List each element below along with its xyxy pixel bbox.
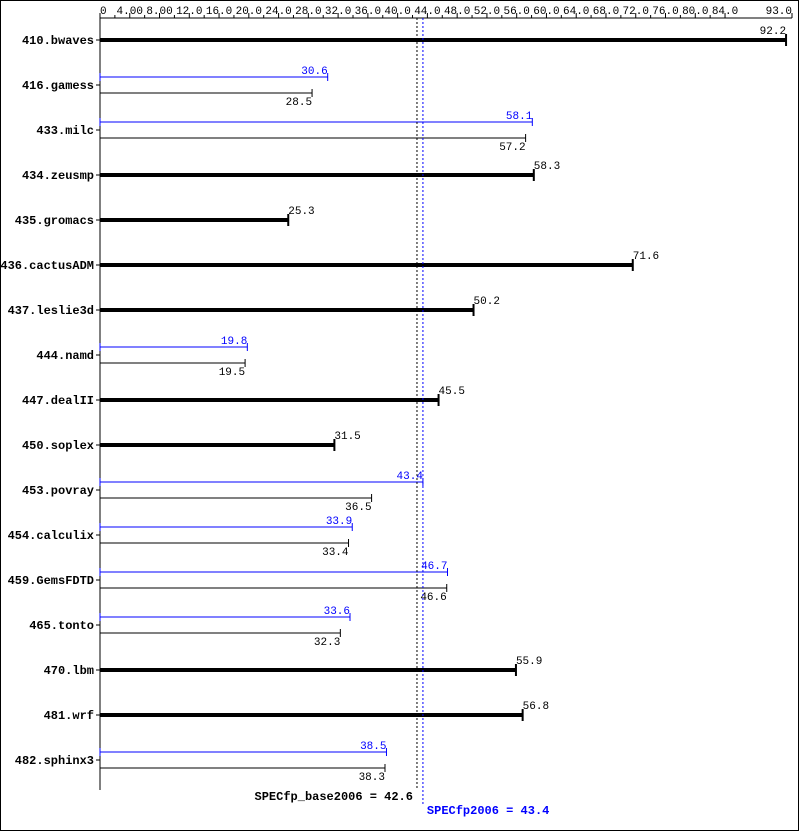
axis-tick-label: 20.0 [236,6,262,18]
axis-tick-label: 52.0 [474,6,500,18]
benchmark-label: 465.tonto [29,619,94,633]
benchmark-label: 453.povray [22,484,94,498]
benchmark-label: 450.soplex [22,439,94,453]
value-label-peak: 38.5 [360,741,386,753]
value-label-peak: 58.1 [506,111,533,123]
axis-tick-label: 93.0 [766,6,792,18]
footer-base-label: SPECfp_base2006 = 42.6 [255,790,413,804]
axis-tick-label: 36.0 [355,6,381,18]
value-label-peak: 33.9 [326,516,352,528]
value-label-base: 58.3 [534,161,560,173]
axis-tick-label: 48.0 [444,6,470,18]
benchmark-label: 447.dealII [22,394,94,408]
axis-tick-label: 56.0 [503,6,529,18]
benchmark-label: 454.calculix [8,529,94,543]
axis-tick-label: 80.0 [682,6,708,18]
spec-chart: 0 4.008.00 12.0 16.0 20.024.0 28.0 32.0 36.040.… [0,0,799,831]
benchmark-label: 481.wrf [44,709,94,723]
value-label-base: 55.9 [516,656,542,668]
value-label-base: 32.3 [314,637,340,649]
value-label-base: 19.5 [219,367,245,379]
axis-tick-label: 16.0 [206,6,232,18]
axis-tick-label: 60.0 [533,6,559,18]
value-label-base: 92.2 [760,26,786,38]
value-label-peak: 46.7 [421,561,447,573]
axis-tick-label: 32.0 [325,6,351,18]
value-label-peak: 30.6 [301,66,327,78]
benchmark-label: 470.lbm [44,664,94,678]
benchmark-label: 434.zeusmp [22,169,94,183]
benchmark-label: 416.gamess [22,79,94,93]
axis-tick-label: 8.00 [146,6,172,18]
value-label-base: 45.5 [439,386,465,398]
benchmark-label: 482.sphinx3 [15,754,94,768]
footer-peak-label: SPECfp2006 = 43.4 [427,804,549,818]
value-label-peak: 19.8 [221,336,247,348]
value-label-peak: 33.6 [324,606,350,618]
value-label-base: 38.3 [359,772,385,784]
value-label-base: 50.2 [474,296,500,308]
axis-tick-label: 4.00 [117,6,143,18]
axis-tick-label: 68.0 [593,6,619,18]
value-label-peak: 43.4 [397,471,424,483]
value-label-base: 28.5 [286,97,312,109]
axis-tick-label: 64.0 [563,6,589,18]
value-label-base: 46.6 [420,592,446,604]
value-label-base: 25.3 [288,206,314,218]
axis-tick-label: 44.0 [414,6,440,18]
value-label-base: 36.5 [345,502,371,514]
benchmark-label: 435.gromacs [15,214,94,228]
benchmark-label: 433.milc [36,124,94,138]
benchmark-label: 444.namd [36,349,94,363]
value-label-base: 56.8 [523,701,549,713]
benchmark-label: 437.leslie3d [8,304,94,318]
axis-tick-label: 84.0 [712,6,738,18]
value-label-base: 57.2 [499,142,525,154]
axis-tick-label: 72.0 [623,6,649,18]
benchmark-label: 436.cactusADM [0,259,94,273]
benchmark-label: 459.GemsFDTD [8,574,94,588]
axis-tick-label: 12.0 [176,6,202,18]
benchmark-label: 410.bwaves [22,34,94,48]
axis-tick-label: 28.0 [295,6,321,18]
value-label-base: 33.4 [322,547,349,559]
value-label-base: 31.5 [334,431,360,443]
value-label-base: 71.6 [633,251,659,263]
axis-tick-label: 0 [100,6,107,18]
axis-tick-label: 40.0 [384,6,410,18]
axis-tick-label: 24.0 [265,6,291,18]
axis-tick-label: 76.0 [652,6,678,18]
